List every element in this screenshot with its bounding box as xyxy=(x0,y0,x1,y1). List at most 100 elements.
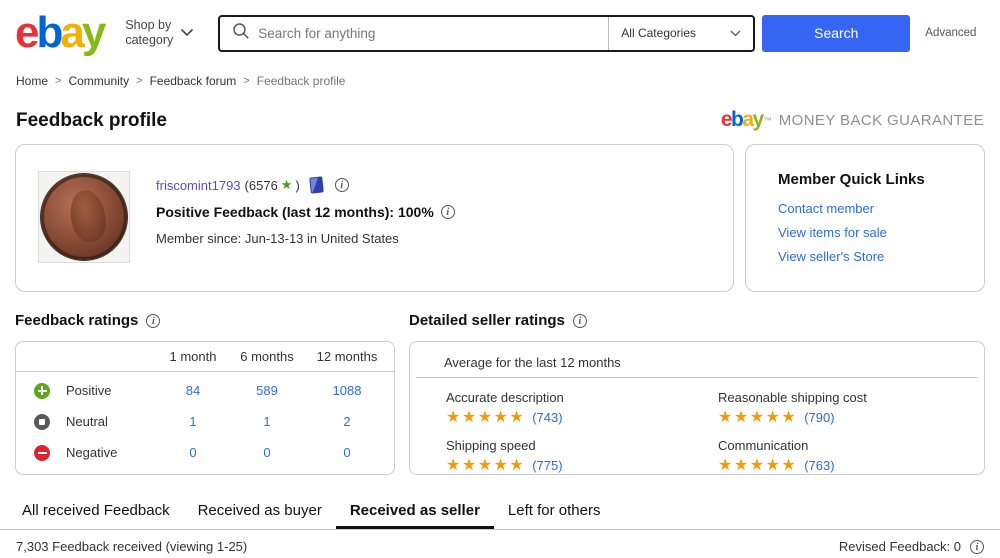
table-row-positive: Positive 84 589 1088 xyxy=(16,375,394,406)
positive-1-month-count[interactable]: 84 xyxy=(185,383,201,398)
feedback-ratings-panel: 1 month 6 months 12 months Positive 84 5… xyxy=(15,341,395,475)
shop-by-line2: category xyxy=(125,33,174,47)
member-summary-card: friscomint1793 (6576 ★ ) Positive Feedba… xyxy=(15,144,734,292)
username-link[interactable]: friscomint1793 xyxy=(156,177,241,193)
member-avatar xyxy=(38,171,130,263)
negative-icon xyxy=(34,444,50,461)
advanced-search-link[interactable]: Advanced xyxy=(925,27,977,39)
row-label: Neutral xyxy=(66,414,108,429)
search-button[interactable]: Search xyxy=(762,14,911,52)
rating-count-link[interactable]: (743) xyxy=(532,409,563,425)
dsr-item-shipping-speed: Shipping speed ★★★★★ (775) xyxy=(446,438,563,474)
detailed-seller-ratings-panel: Average for the last 12 months Accurate … xyxy=(409,341,985,475)
neutral-icon xyxy=(34,413,50,430)
logo-letter: e xyxy=(15,8,40,58)
section-headers-row: Feedback ratings Detailed seller ratings xyxy=(0,312,1000,329)
ratings-panels-row: 1 month 6 months 12 months Positive 84 5… xyxy=(0,341,1000,475)
ebay-logo[interactable]: ebay xyxy=(15,11,106,55)
feedback-tabs: All received Feedback Received as buyer … xyxy=(0,491,1000,530)
chevron-down-icon xyxy=(730,26,741,40)
tab-left-for-others[interactable]: Left for others xyxy=(507,502,601,519)
view-sellers-store-link[interactable]: View seller's Store xyxy=(778,249,885,264)
table-row-neutral: Neutral 1 1 2 xyxy=(16,406,394,437)
column-1-month: 1 month xyxy=(169,349,217,364)
feedback-score: (6576 xyxy=(244,177,278,193)
breadcrumb-home[interactable]: Home xyxy=(16,74,49,88)
rating-count-link[interactable]: (790) xyxy=(804,409,835,425)
positive-icon xyxy=(34,382,50,399)
star-rating-icons: ★★★★★ xyxy=(446,457,526,474)
feedback-ratings-header-row: 1 month 6 months 12 months xyxy=(16,342,394,372)
star-rating-icons: ★★★★★ xyxy=(446,409,526,426)
breadcrumb-separator: > xyxy=(136,75,143,87)
category-dropdown[interactable]: All Categories xyxy=(608,16,753,50)
rating-count-link[interactable]: (763) xyxy=(804,457,835,473)
search-field-area xyxy=(220,17,609,50)
dsr-subtitle: Average for the last 12 months xyxy=(416,350,978,378)
positive-6-months-count[interactable]: 589 xyxy=(256,383,278,398)
feedback-ratings-heading: Feedback ratings xyxy=(15,312,395,329)
coin-avatar-image xyxy=(41,174,127,260)
guarantee-text: MONEY BACK GUARANTEE xyxy=(778,111,984,129)
info-icon[interactable] xyxy=(440,205,455,219)
star-rating-icons: ★★★★★ xyxy=(718,457,798,474)
breadcrumb-community[interactable]: Community xyxy=(68,74,130,88)
dsr-item-accurate-description: Accurate description ★★★★★ (743) xyxy=(446,390,564,426)
dsr-item-reasonable-shipping-cost: Reasonable shipping cost ★★★★★ (790) xyxy=(718,390,867,426)
neutral-12-months-count[interactable]: 2 xyxy=(343,414,351,429)
tab-received-as-buyer[interactable]: Received as buyer xyxy=(197,502,322,519)
shop-by-line1: Shop by xyxy=(125,18,172,32)
column-12-months: 12 months xyxy=(316,349,378,364)
negative-12-months-count[interactable]: 0 xyxy=(343,445,351,460)
info-icon[interactable] xyxy=(334,178,349,192)
breadcrumb-separator: > xyxy=(55,75,62,87)
logo-letter: b xyxy=(36,8,63,58)
negative-1-month-count[interactable]: 0 xyxy=(189,445,197,460)
detailed-seller-ratings-heading: Detailed seller ratings xyxy=(409,312,985,329)
row-label: Positive xyxy=(66,383,112,398)
logo-letter: y xyxy=(81,8,107,58)
member-since-line: Member since: Jun-13-13 in United States xyxy=(156,231,399,246)
search-input[interactable] xyxy=(250,25,609,41)
star-rating-icons: ★★★★★ xyxy=(718,409,798,426)
feedback-star-icon: ★ xyxy=(280,177,293,192)
dsr-item-communication: Communication ★★★★★ (763) xyxy=(718,438,835,474)
feedback-book-icon[interactable] xyxy=(308,176,324,194)
member-cards-row: friscomint1793 (6576 ★ ) Positive Feedba… xyxy=(0,144,1000,292)
tab-all-received-feedback[interactable]: All received Feedback xyxy=(22,502,170,519)
contact-member-link[interactable]: Contact member xyxy=(778,201,875,216)
feedback-count-text: 7,303 Feedback received (viewing 1-25) xyxy=(16,539,248,554)
info-icon[interactable] xyxy=(572,313,587,328)
breadcrumb: Home > Community > Feedback forum > Feed… xyxy=(0,62,1000,88)
tab-received-as-seller[interactable]: Received as seller xyxy=(336,491,494,529)
neutral-6-months-count[interactable]: 1 xyxy=(263,414,271,429)
breadcrumb-feedback-forum[interactable]: Feedback forum xyxy=(149,74,237,88)
chevron-down-icon xyxy=(180,24,194,42)
positive-feedback-line: Positive Feedback (last 12 months): 100% xyxy=(156,204,455,220)
category-dropdown-value: All Categories xyxy=(621,26,696,40)
shop-by-category-menu[interactable]: Shop by category xyxy=(125,18,194,48)
quick-links-title: Member Quick Links xyxy=(778,171,925,188)
title-row: Feedback profile ebay ™ MONEY BACK GUARA… xyxy=(0,88,1000,132)
column-6-months: 6 months xyxy=(240,349,294,364)
info-icon[interactable] xyxy=(970,539,984,554)
revised-feedback: Revised Feedback: 0 xyxy=(839,539,984,554)
neutral-1-month-count[interactable]: 1 xyxy=(189,414,197,429)
logo-letter: a xyxy=(60,8,85,58)
row-label: Negative xyxy=(66,445,118,460)
view-items-for-sale-link[interactable]: View items for sale xyxy=(778,225,887,240)
score-close-paren: ) xyxy=(295,177,300,193)
positive-12-months-count[interactable]: 1088 xyxy=(332,383,362,398)
trademark-symbol: ™ xyxy=(763,115,772,125)
rating-count-link[interactable]: (775) xyxy=(532,457,563,473)
ebay-mini-logo: ebay xyxy=(720,108,764,131)
info-icon[interactable] xyxy=(146,313,161,328)
member-quick-links-card: Member Quick Links Contact member View i… xyxy=(745,144,985,292)
page-title: Feedback profile xyxy=(16,110,167,131)
table-row-negative: Negative 0 0 0 xyxy=(16,437,394,468)
negative-6-months-count[interactable]: 0 xyxy=(263,445,271,460)
member-id-line: friscomint1793 (6576 ★ ) xyxy=(156,176,455,194)
breadcrumb-current: Feedback profile xyxy=(256,74,346,88)
money-back-guarantee-badge: ebay ™ MONEY BACK GUARANTEE xyxy=(721,108,984,132)
feedback-list-meta: 7,303 Feedback received (viewing 1-25) R… xyxy=(0,530,1000,554)
